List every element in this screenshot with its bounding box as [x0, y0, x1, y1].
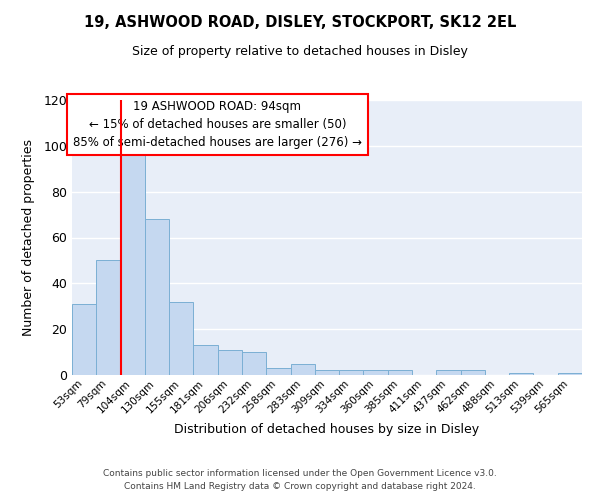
Bar	[315, 370, 339, 375]
Text: Contains HM Land Registry data © Crown copyright and database right 2024.: Contains HM Land Registry data © Crown c…	[124, 482, 476, 491]
X-axis label: Distribution of detached houses by size in Disley: Distribution of detached houses by size …	[175, 423, 479, 436]
Bar	[145, 219, 169, 375]
Bar	[266, 368, 290, 375]
Bar	[242, 352, 266, 375]
Bar	[509, 372, 533, 375]
Text: 19 ASHWOOD ROAD: 94sqm
← 15% of detached houses are smaller (50)
85% of semi-det: 19 ASHWOOD ROAD: 94sqm ← 15% of detached…	[73, 100, 362, 149]
Bar	[461, 370, 485, 375]
Bar	[121, 144, 145, 375]
Bar	[169, 302, 193, 375]
Text: Contains public sector information licensed under the Open Government Licence v3: Contains public sector information licen…	[103, 468, 497, 477]
Bar	[218, 350, 242, 375]
Y-axis label: Number of detached properties: Number of detached properties	[22, 139, 35, 336]
Bar	[339, 370, 364, 375]
Bar	[193, 345, 218, 375]
Bar	[436, 370, 461, 375]
Bar	[558, 372, 582, 375]
Bar	[364, 370, 388, 375]
Bar	[96, 260, 121, 375]
Bar	[72, 304, 96, 375]
Text: Size of property relative to detached houses in Disley: Size of property relative to detached ho…	[132, 45, 468, 58]
Bar	[388, 370, 412, 375]
Text: 19, ASHWOOD ROAD, DISLEY, STOCKPORT, SK12 2EL: 19, ASHWOOD ROAD, DISLEY, STOCKPORT, SK1…	[84, 15, 516, 30]
Bar	[290, 364, 315, 375]
